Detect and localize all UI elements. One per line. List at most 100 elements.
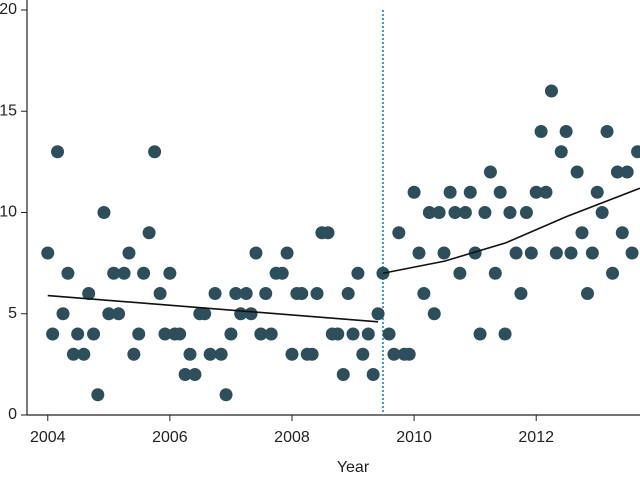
data-point <box>249 246 263 260</box>
data-point <box>387 347 401 361</box>
data-point <box>554 145 568 159</box>
data-point <box>183 347 197 361</box>
data-point <box>412 246 426 260</box>
data-point <box>453 266 467 280</box>
data-point <box>407 185 421 199</box>
x-tick-label: 2010 <box>396 429 432 446</box>
data-point <box>46 327 60 341</box>
data-point <box>285 347 299 361</box>
data-point <box>595 206 609 219</box>
data-point <box>432 206 446 219</box>
x-axis-label: Year <box>337 459 370 476</box>
data-point <box>97 206 111 219</box>
data-point <box>142 226 156 240</box>
data-point <box>224 327 238 341</box>
data-point <box>625 246 639 260</box>
data-point <box>173 327 187 341</box>
data-point <box>361 327 375 341</box>
data-point <box>82 287 96 300</box>
data-point <box>275 266 289 280</box>
data-point <box>208 287 222 300</box>
data-point <box>534 125 548 138</box>
data-point <box>346 327 360 341</box>
data-point <box>239 287 253 300</box>
data-point <box>448 206 462 219</box>
data-point <box>631 145 640 159</box>
data-point <box>112 307 126 321</box>
data-point <box>529 185 543 199</box>
data-point <box>575 226 589 240</box>
data-point <box>219 388 233 402</box>
data-point <box>336 368 350 381</box>
data-point <box>610 165 624 179</box>
data-point <box>229 287 243 300</box>
data-point <box>498 327 512 341</box>
data-point <box>417 287 431 300</box>
data-point <box>66 347 80 361</box>
data-point <box>148 145 162 159</box>
x-tick-label: 2006 <box>152 429 188 446</box>
data-point <box>351 266 365 280</box>
data-point <box>41 246 55 260</box>
data-point <box>519 206 533 219</box>
data-point <box>585 246 599 260</box>
data-point <box>422 206 436 219</box>
data-point <box>214 347 228 361</box>
data-point <box>371 307 385 321</box>
data-point <box>259 287 273 300</box>
data-point <box>544 84 558 98</box>
x-tick-label: 2004 <box>30 429 66 446</box>
data-point <box>87 327 101 341</box>
data-point <box>295 287 309 300</box>
data-point <box>153 287 167 300</box>
data-point <box>51 145 65 159</box>
y-tick-label: 20 <box>0 1 17 18</box>
data-point <box>127 347 141 361</box>
data-point <box>559 125 573 138</box>
data-point <box>122 246 136 260</box>
data-point <box>321 226 335 240</box>
data-point <box>478 206 492 219</box>
data-point <box>620 165 634 179</box>
data-point <box>71 327 85 341</box>
data-point <box>503 206 517 219</box>
data-point <box>341 287 355 300</box>
data-point <box>493 185 507 199</box>
data-point <box>483 165 497 179</box>
data-point <box>539 185 553 199</box>
data-point <box>331 327 345 341</box>
data-point <box>564 246 578 260</box>
data-point <box>437 246 451 260</box>
data-point <box>549 246 563 260</box>
data-point <box>158 327 172 341</box>
data-point <box>102 307 116 321</box>
data-point <box>91 388 105 402</box>
y-tick-label: 5 <box>8 305 17 322</box>
data-point <box>280 246 294 260</box>
data-point <box>310 287 324 300</box>
data-point <box>163 266 177 280</box>
data-point <box>580 287 594 300</box>
data-point <box>463 185 477 199</box>
data-point <box>509 246 523 260</box>
data-point <box>77 347 91 361</box>
data-point <box>615 226 629 240</box>
data-point <box>107 266 121 280</box>
y-tick-label: 10 <box>0 204 17 221</box>
data-point <box>264 327 278 341</box>
trend-line <box>47 294 379 323</box>
data-point <box>402 347 416 361</box>
data-point <box>524 246 538 260</box>
data-point <box>198 307 212 321</box>
data-point <box>244 307 258 321</box>
data-point <box>356 347 370 361</box>
data-point <box>427 307 441 321</box>
data-point <box>514 287 528 300</box>
data-point <box>366 368 380 381</box>
y-tick-label: 0 <box>8 406 17 423</box>
data-point <box>443 185 457 199</box>
data-point <box>254 327 268 341</box>
y-tick-label: 15 <box>0 102 17 119</box>
